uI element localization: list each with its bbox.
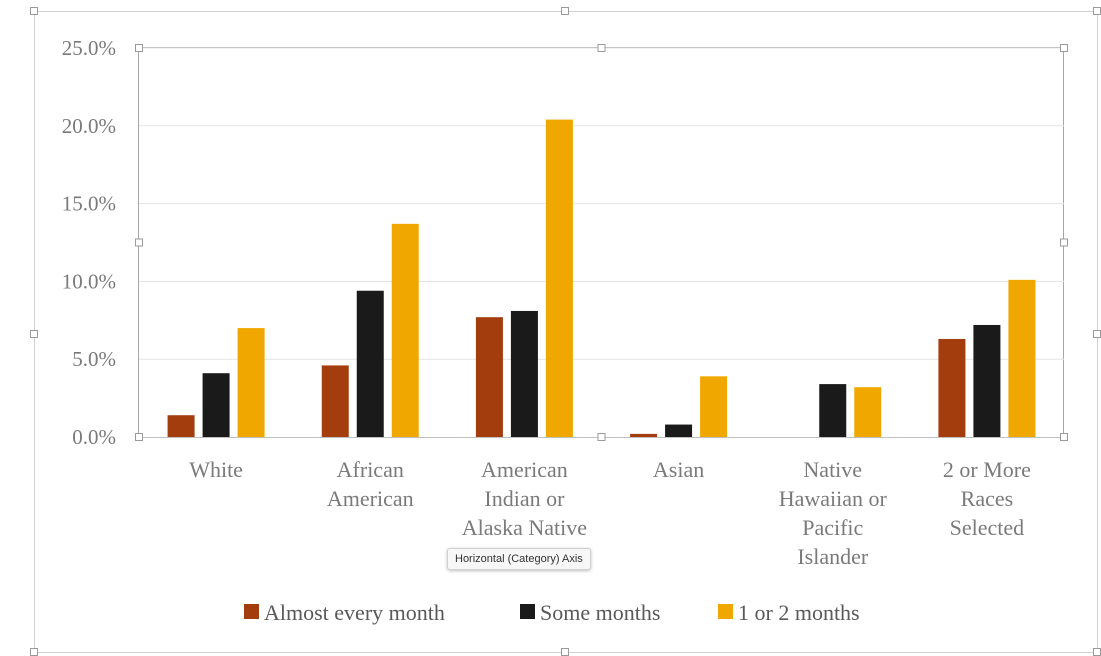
chart-area-handle[interactable] — [1093, 330, 1101, 338]
plot-area-handle[interactable] — [1060, 433, 1068, 441]
plot-area-handle[interactable] — [1060, 44, 1068, 52]
legend-swatch[interactable] — [520, 604, 535, 619]
bar[interactable] — [237, 328, 265, 437]
bar[interactable] — [700, 376, 728, 437]
bar[interactable] — [321, 365, 349, 437]
legend-label[interactable]: Some months — [540, 600, 660, 625]
y-axis-tick-labels: 0.0% 5.0% 10.0% 15.0% 20.0% 25.0% — [62, 36, 116, 449]
legend[interactable]: Almost every month Some months 1 or 2 mont… — [244, 600, 860, 625]
bar[interactable] — [665, 424, 693, 437]
bar[interactable] — [938, 338, 966, 437]
x-category-label[interactable]: White — [189, 457, 243, 482]
y-tick-label: 5.0% — [72, 347, 116, 371]
x-category-label[interactable]: 2 or More Races Selected — [943, 457, 1031, 540]
bar[interactable] — [202, 373, 230, 437]
bar[interactable] — [356, 290, 384, 437]
bar[interactable] — [854, 387, 882, 437]
plot-area-handle[interactable] — [135, 433, 143, 441]
plot-area-handle[interactable] — [135, 238, 143, 247]
bar[interactable] — [819, 384, 847, 437]
legend-label[interactable]: 1 or 2 months — [738, 600, 860, 625]
bar[interactable] — [475, 317, 503, 437]
bar[interactable] — [167, 415, 195, 437]
x-category-label[interactable]: African American — [327, 457, 414, 511]
legend-swatch[interactable] — [244, 604, 259, 619]
chart-area-handle[interactable] — [561, 648, 569, 656]
y-tick-label: 0.0% — [72, 425, 116, 449]
x-category-label[interactable]: Native Hawaiian or Pacific Islander — [779, 457, 888, 569]
bar[interactable] — [510, 310, 538, 437]
plot-area-handle[interactable] — [135, 44, 143, 52]
chart-area-handle[interactable] — [30, 7, 38, 15]
bar[interactable] — [630, 433, 658, 437]
chart-area-handle[interactable] — [561, 7, 569, 15]
bar[interactable] — [391, 223, 419, 437]
gridlines — [139, 47, 1064, 360]
plot-area-frame[interactable] — [138, 47, 1064, 438]
chart-area-handle[interactable] — [1093, 7, 1101, 15]
y-tick-label: 10.0% — [62, 269, 116, 293]
plot-area-handle[interactable] — [597, 433, 606, 441]
legend-label[interactable]: Almost every month — [264, 600, 445, 625]
x-axis-category-labels[interactable]: White African American American Indian or Ala… — [189, 457, 1031, 569]
y-tick-label: 20.0% — [62, 114, 116, 138]
bar[interactable] — [545, 119, 573, 438]
bar[interactable] — [1008, 279, 1036, 437]
x-category-label[interactable]: American Indian or Alaska Native — [462, 457, 587, 540]
x-category-label[interactable]: Asian — [653, 457, 704, 482]
chart-area-handle[interactable] — [30, 330, 38, 338]
plot-area-handle[interactable] — [1060, 238, 1068, 247]
y-tick-label: 15.0% — [62, 192, 116, 216]
plot-area-handle[interactable] — [597, 44, 606, 52]
legend-swatch[interactable] — [718, 604, 733, 619]
chart-area-handle[interactable] — [1093, 648, 1101, 656]
bar[interactable] — [973, 324, 1001, 437]
bars[interactable] — [167, 119, 1036, 438]
axis-tooltip: Horizontal (Category) Axis — [447, 548, 591, 570]
chart-area-handle[interactable] — [30, 648, 38, 656]
y-tick-label: 25.0% — [62, 36, 116, 60]
